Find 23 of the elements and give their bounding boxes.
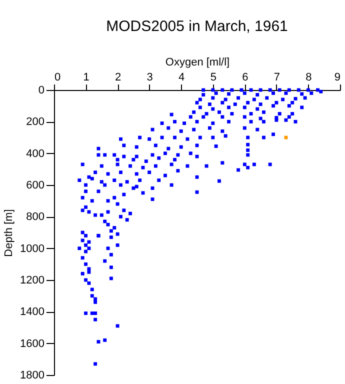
x-tick-label: 8 (306, 72, 312, 84)
y-tick-label: 1600 (20, 338, 44, 350)
y-tick-label: 600 (26, 180, 44, 192)
y-tick-label: 200 (26, 116, 44, 128)
y-tick-label: 1200 (20, 274, 44, 286)
y-axis-title: Depth [m] (3, 209, 16, 257)
x-tick-label: 0 (54, 72, 61, 84)
x-tick-label: 9 (334, 72, 340, 84)
x-tick-label: 6 (242, 72, 248, 84)
x-axis-title: Oxygen [ml/l] (165, 56, 230, 68)
chart-title: MODS2005 in March, 1961 (106, 18, 288, 35)
x-tick-label: 2 (114, 72, 122, 84)
x-tick-label: 1 (83, 72, 90, 84)
y-tick-label: 1800 (20, 370, 44, 382)
y-tick-label: 1000 (20, 242, 44, 255)
y-tick-label: 1400 (20, 306, 44, 318)
x-tick-label: 3 (146, 72, 153, 84)
x-tick-label: 5 (210, 72, 216, 84)
y-tick-label: 0 (38, 84, 44, 96)
x-tick-label: 7 (274, 72, 280, 84)
y-tick-label: 400 (26, 148, 44, 160)
y-tick-label: 800 (26, 211, 44, 224)
x-tick-label: 4 (178, 72, 185, 84)
